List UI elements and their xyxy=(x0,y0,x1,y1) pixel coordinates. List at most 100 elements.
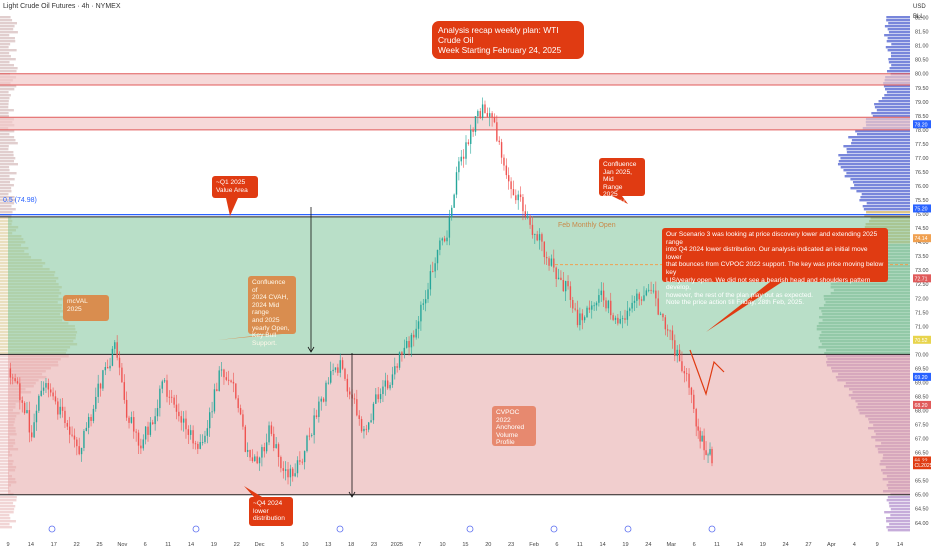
left-profile-bar xyxy=(0,178,15,180)
candle-body xyxy=(207,428,208,436)
left-profile-bar xyxy=(0,160,14,162)
confluence-jan-line-2: Jan 2025, Mid xyxy=(603,169,641,184)
mcval-callout[interactable]: mcVAL 2025 xyxy=(63,295,109,321)
right-profile-bar xyxy=(839,160,910,162)
left-profile-bar xyxy=(0,19,12,21)
candle-body xyxy=(290,469,291,478)
candle-body xyxy=(472,130,473,132)
right-profile-bar xyxy=(888,496,910,498)
left-profile-bar xyxy=(0,205,12,207)
candle-body xyxy=(539,234,540,240)
left-profile-bar xyxy=(0,193,8,195)
candle-body xyxy=(532,225,533,235)
cvpoc-callout[interactable]: CVPOC 2022 Anchored Volume Profile xyxy=(492,406,536,446)
candle-body xyxy=(520,195,521,198)
candle-body xyxy=(359,415,360,419)
candle-body xyxy=(650,290,651,291)
candle-body xyxy=(271,425,272,434)
candle-body xyxy=(603,291,604,301)
candle-body xyxy=(582,313,583,320)
left-profile-bar xyxy=(0,502,13,504)
candle-body xyxy=(423,303,424,304)
q1-value-area-line-2: Value Area xyxy=(216,187,254,195)
candle-body xyxy=(427,289,428,299)
symbol-title[interactable]: Light Crude Oil Futures · 4h · NYMEX xyxy=(3,3,121,10)
q4-lower-callout[interactable]: ~Q4 2024 lower distribution xyxy=(249,497,293,526)
candle-body xyxy=(563,280,564,291)
time-tick-label: 6 xyxy=(693,542,696,548)
candle-body xyxy=(266,442,267,451)
candle-body xyxy=(121,368,122,383)
price-tick-label: 78.00 xyxy=(915,128,929,134)
right-profile-bar xyxy=(889,523,910,525)
candle-body xyxy=(506,166,507,176)
time-tick-label: 6 xyxy=(555,542,558,548)
candle-body xyxy=(477,111,478,116)
candle-body xyxy=(124,382,125,400)
time-tick-label: 14 xyxy=(897,542,903,548)
right-profile-bar xyxy=(871,112,910,114)
candle-body xyxy=(171,397,172,398)
price-tick-label: 65.00 xyxy=(915,493,929,499)
scenario-callout[interactable]: Our Scenario 3 was looking at price disc… xyxy=(662,228,888,282)
price-tick-label: 69.50 xyxy=(915,366,929,372)
candle-body xyxy=(268,425,269,442)
confluence-jan-callout[interactable]: Confluence Jan 2025, Mid Range 2025 mcVA… xyxy=(599,158,645,196)
time-tick-label: 18 xyxy=(348,542,354,548)
candle-body xyxy=(536,234,537,240)
right-profile-bar xyxy=(848,136,910,138)
price-tick-label: 71.00 xyxy=(915,324,929,330)
left-profile-bar xyxy=(0,70,17,72)
confluence-2024-callout[interactable]: Confluence of 2024 CVAH, 2024 Mid range … xyxy=(248,276,296,334)
price-tick-label: 68.00 xyxy=(915,409,929,415)
left-profile-bar xyxy=(0,136,14,138)
candle-body xyxy=(64,411,65,423)
candle-body xyxy=(711,449,712,463)
candle-body xyxy=(226,377,227,380)
right-profile-bar xyxy=(891,64,910,66)
candle-body xyxy=(610,301,611,315)
right-profile-bar xyxy=(875,106,910,108)
candle-body xyxy=(247,450,248,452)
cvpoc-line-2: Anchored xyxy=(496,424,532,432)
candle-body xyxy=(415,329,416,338)
candle-body xyxy=(245,427,246,452)
candle-body xyxy=(261,447,262,458)
candle-body xyxy=(551,259,552,266)
time-tick-label: 13 xyxy=(325,542,331,548)
candle-body xyxy=(593,305,594,306)
candle-body xyxy=(703,436,704,451)
candle-body xyxy=(356,399,357,415)
right-profile-bar xyxy=(891,52,910,54)
candle-body xyxy=(701,436,702,442)
candle-body xyxy=(294,473,295,476)
candle-body xyxy=(337,367,338,372)
candle-body xyxy=(672,331,673,341)
candle-body xyxy=(584,317,585,320)
left-profile-bar xyxy=(0,181,10,183)
right-profile-bar xyxy=(886,517,910,519)
right-profile-bar xyxy=(889,502,910,504)
candle-body xyxy=(235,383,236,398)
price-label-text: 68.20 xyxy=(915,403,928,409)
candle-body xyxy=(335,367,336,369)
q1-value-area-callout[interactable]: ~Q1 2025 Value Area xyxy=(212,176,258,198)
left-profile-bar xyxy=(0,211,13,213)
candle-body xyxy=(240,408,241,414)
candle-body xyxy=(463,157,464,159)
candle-body xyxy=(525,211,526,217)
candle-body xyxy=(181,416,182,422)
price-tick-label: 67.00 xyxy=(915,437,929,443)
candle-body xyxy=(233,382,234,384)
price-tick-label: 80.00 xyxy=(915,72,929,78)
candle-body xyxy=(283,468,284,471)
time-tick-label: Apr xyxy=(827,542,836,548)
right-profile-bar xyxy=(847,151,910,153)
candle-body xyxy=(513,189,514,195)
right-profile-bar xyxy=(891,43,910,45)
scenario-line-2: into Q4 2024 lower distribution. Our ana… xyxy=(666,246,884,261)
title-callout[interactable]: Analysis recap weekly plan: WTI Crude Oi… xyxy=(432,21,584,59)
confluence-jan-line-3: Range xyxy=(603,184,641,192)
left-profile-bar xyxy=(0,520,16,522)
time-tick-label: 10 xyxy=(302,542,308,548)
